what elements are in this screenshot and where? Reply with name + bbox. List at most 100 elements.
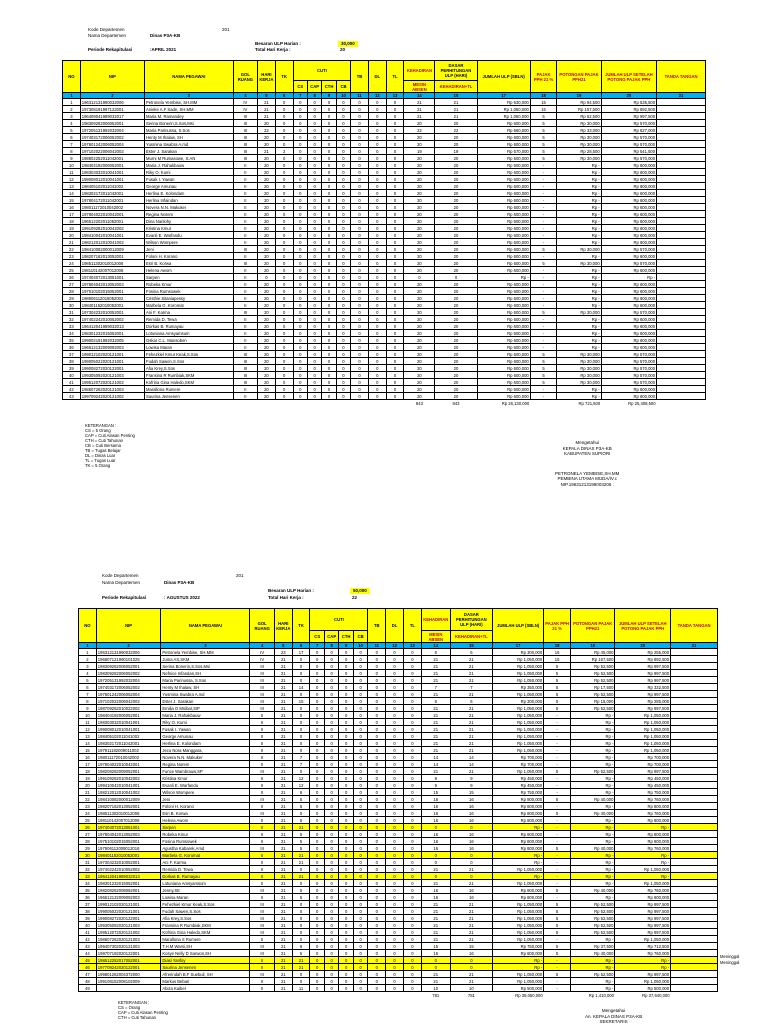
signature-cell[interactable] <box>656 266 706 274</box>
signature-cell[interactable] <box>670 781 718 789</box>
signature-cell[interactable] <box>656 315 706 323</box>
signature-cell[interactable] <box>656 189 706 197</box>
signature-cell[interactable] <box>670 858 718 866</box>
signature-cell[interactable] <box>670 837 718 845</box>
signature-cell[interactable] <box>670 725 718 733</box>
signature-cell[interactable] <box>670 963 718 971</box>
signature-cell[interactable] <box>656 154 706 162</box>
signature-cell[interactable] <box>670 655 718 663</box>
signature-cell[interactable] <box>670 830 718 838</box>
signature-cell[interactable] <box>656 98 706 106</box>
signature-cell[interactable] <box>656 133 706 141</box>
signature-cell[interactable] <box>656 322 706 330</box>
table-cell: Oskar C.L. Mansoben <box>144 336 234 344</box>
signature-cell[interactable] <box>656 196 706 204</box>
signature-cell[interactable] <box>670 809 718 817</box>
signature-cell[interactable] <box>656 203 706 211</box>
signature-cell[interactable] <box>670 984 718 992</box>
table-cell: 0 <box>385 245 405 253</box>
signature-cell[interactable] <box>656 126 706 134</box>
signature-cell[interactable] <box>656 273 706 281</box>
table-cell: III <box>249 914 275 922</box>
signature-cell[interactable] <box>656 364 706 372</box>
signature-cell[interactable] <box>656 378 706 386</box>
signature-cell[interactable] <box>670 704 718 712</box>
signature-cell[interactable] <box>670 676 718 684</box>
signature-cell[interactable] <box>656 224 706 232</box>
signature-cell[interactable] <box>656 105 706 113</box>
signature-cell[interactable] <box>670 956 718 964</box>
signature-cell[interactable] <box>656 119 706 127</box>
signature-cell[interactable] <box>670 900 718 908</box>
signature-cell[interactable] <box>656 301 706 309</box>
signature-cell[interactable] <box>670 669 718 677</box>
signature-cell[interactable] <box>656 182 706 190</box>
table-cell: Fudah Sawen,S.Sos <box>144 357 234 365</box>
signature-cell[interactable] <box>670 921 718 929</box>
signature-cell[interactable] <box>656 210 706 218</box>
signature-cell[interactable] <box>670 697 718 705</box>
periode-label-2: Periode Rekapitulasi <box>102 595 147 600</box>
signature-cell[interactable] <box>656 336 706 344</box>
signature-cell[interactable] <box>656 168 706 176</box>
signature-cell[interactable] <box>670 970 718 978</box>
signature-cell[interactable] <box>670 767 718 775</box>
signature-cell[interactable] <box>670 816 718 824</box>
signature-cell[interactable] <box>656 343 706 351</box>
signature-cell[interactable] <box>656 329 706 337</box>
signature-cell[interactable] <box>656 392 706 400</box>
signature-cell[interactable] <box>670 732 718 740</box>
signature-cell[interactable] <box>656 308 706 316</box>
signature-cell[interactable] <box>670 774 718 782</box>
signature-cell[interactable] <box>670 760 718 768</box>
signature-cell[interactable] <box>656 280 706 288</box>
signature-cell[interactable] <box>670 914 718 922</box>
signature-cell[interactable] <box>670 788 718 796</box>
signature-cell[interactable] <box>656 350 706 358</box>
signature-cell[interactable] <box>656 252 706 260</box>
signature-cell[interactable] <box>670 942 718 950</box>
signature-cell[interactable] <box>656 217 706 225</box>
signature-cell[interactable] <box>670 662 718 670</box>
signature-cell[interactable] <box>670 879 718 887</box>
table-cell: 0 <box>449 956 494 964</box>
signature-cell[interactable] <box>670 928 718 936</box>
signature-cell[interactable] <box>670 886 718 894</box>
signature-cell[interactable] <box>670 907 718 915</box>
signature-cell[interactable] <box>670 683 718 691</box>
signature-cell[interactable] <box>670 739 718 747</box>
signature-cell[interactable] <box>670 935 718 943</box>
signature-cell[interactable] <box>670 851 718 859</box>
signature-cell[interactable] <box>670 718 718 726</box>
signature-cell[interactable] <box>656 161 706 169</box>
signature-cell[interactable] <box>656 294 706 302</box>
signature-cell[interactable] <box>656 385 706 393</box>
signature-cell[interactable] <box>656 140 706 148</box>
signature-cell[interactable] <box>670 795 718 803</box>
signature-cell[interactable] <box>670 753 718 761</box>
signature-cell[interactable] <box>670 823 718 831</box>
signature-cell[interactable] <box>670 746 718 754</box>
signature-cell[interactable] <box>670 711 718 719</box>
signature-cell[interactable] <box>670 690 718 698</box>
signature-cell[interactable] <box>656 357 706 365</box>
signature-cell[interactable] <box>670 977 718 985</box>
signature-cell[interactable] <box>670 949 718 957</box>
signature-cell[interactable] <box>656 245 706 253</box>
signature-cell[interactable] <box>656 175 706 183</box>
signature-cell[interactable] <box>670 802 718 810</box>
signature-cell[interactable] <box>656 287 706 295</box>
signature-cell[interactable] <box>670 893 718 901</box>
table-cell: 0 <box>309 844 325 852</box>
signature-cell[interactable] <box>656 259 706 267</box>
signature-cell[interactable] <box>656 371 706 379</box>
table-cell: Rp 750,000 <box>614 788 672 796</box>
signature-cell[interactable] <box>656 238 706 246</box>
signature-cell[interactable] <box>656 147 706 155</box>
signature-cell[interactable] <box>670 648 718 656</box>
signature-cell[interactable] <box>656 112 706 120</box>
signature-cell[interactable] <box>670 844 718 852</box>
signature-cell[interactable] <box>656 231 706 239</box>
signature-cell[interactable] <box>670 872 718 880</box>
signature-cell[interactable] <box>670 865 718 873</box>
